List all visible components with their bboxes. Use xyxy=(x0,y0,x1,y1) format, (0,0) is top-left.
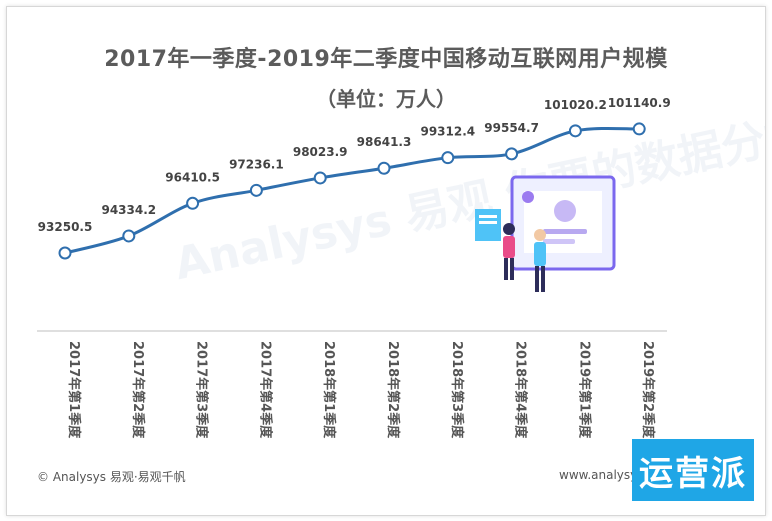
value-label-6: 98641.3 xyxy=(357,135,412,149)
data-point-10 xyxy=(632,122,646,136)
data-point-1 xyxy=(58,246,72,260)
value-label-3: 96410.5 xyxy=(165,170,220,184)
value-label-4: 97236.1 xyxy=(229,157,284,171)
category-label-2: 2017年第2季度 xyxy=(130,341,146,439)
data-point-7 xyxy=(441,151,455,165)
illustration-graphic xyxy=(475,175,616,292)
data-point-2 xyxy=(122,229,136,243)
brand-badge: 运营派 xyxy=(632,439,754,501)
data-point-3 xyxy=(186,196,200,210)
data-point-9 xyxy=(568,124,582,138)
value-label-7: 99312.4 xyxy=(420,125,475,139)
value-label-8: 99554.7 xyxy=(484,121,539,135)
category-label-8: 2018年第4季度 xyxy=(513,341,529,439)
category-label-10: 2019年第2季度 xyxy=(640,341,656,439)
category-label-5: 2018年第1季度 xyxy=(321,341,337,439)
data-point-6 xyxy=(377,161,391,175)
value-label-10: 101140.9 xyxy=(608,96,671,110)
value-label-9: 101020.2 xyxy=(544,98,607,112)
category-label-1: 2017年第1季度 xyxy=(66,341,82,439)
chart-subtitle: （单位：万人） xyxy=(316,87,456,111)
data-point-5 xyxy=(313,171,327,185)
source-note: © Analysys 易观·易观千帆 xyxy=(37,470,186,484)
data-point-8 xyxy=(505,147,519,161)
category-label-9: 2019年第1季度 xyxy=(576,341,592,439)
value-label-5: 98023.9 xyxy=(293,145,348,159)
series-line xyxy=(63,126,641,255)
category-label-6: 2018年第2季度 xyxy=(385,341,401,439)
category-label-3: 2017年第3季度 xyxy=(194,341,210,439)
value-label-1: 93250.5 xyxy=(38,220,93,234)
chart-title: 2017年一季度-2019年二季度中国移动互联网用户规模 xyxy=(104,47,668,72)
value-label-2: 94334.2 xyxy=(101,203,156,217)
chart-frame: 2017年一季度-2019年二季度中国移动互联网用户规模 （单位：万人） Ana… xyxy=(6,6,766,516)
data-point-4 xyxy=(249,183,263,197)
category-label-4: 2017年第4季度 xyxy=(257,341,273,439)
line-chart: 93250.5 94334.2 96410.5 97236.1 98023.9 98641… xyxy=(37,96,671,439)
category-label-7: 2018年第3季度 xyxy=(449,341,465,439)
